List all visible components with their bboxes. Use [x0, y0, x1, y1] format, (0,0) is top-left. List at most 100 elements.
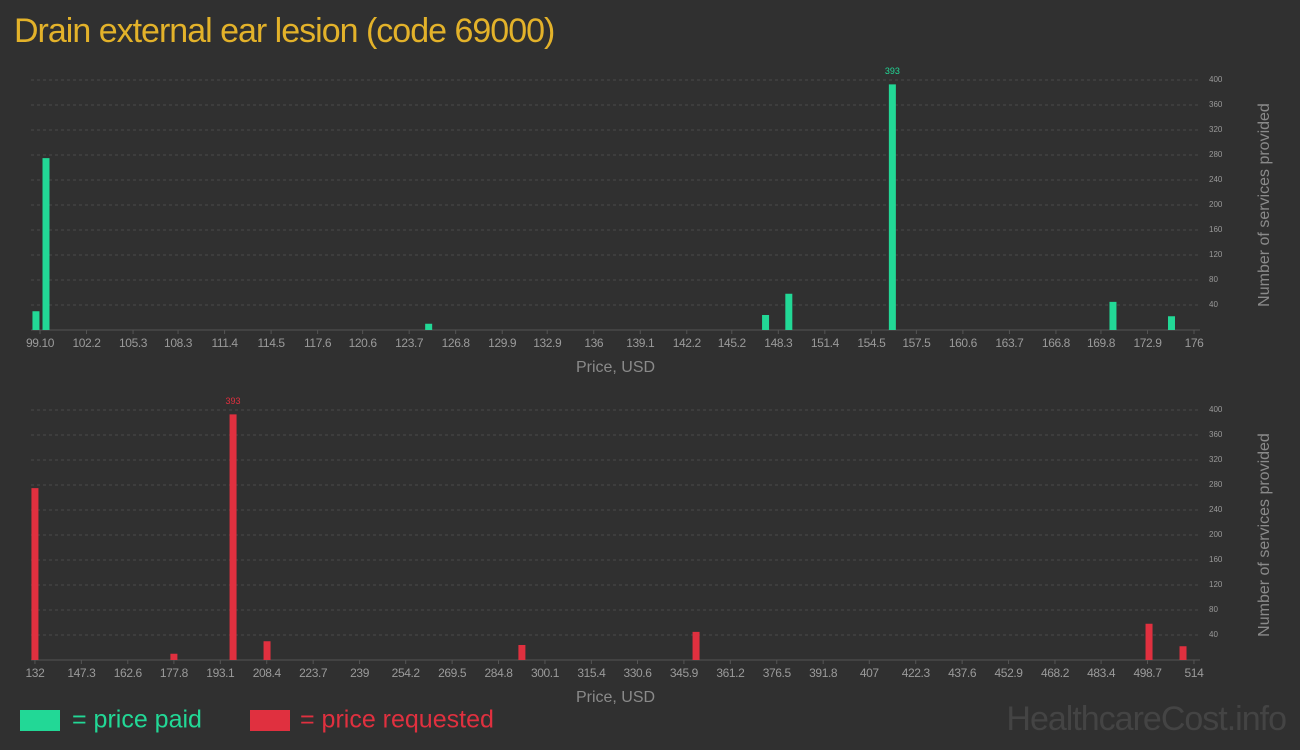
- bar: [518, 645, 526, 660]
- x-tick-label: 330.6: [623, 666, 652, 680]
- x-tick-label: 147.3: [67, 666, 96, 680]
- x-tick-label: 176: [1185, 336, 1205, 350]
- y-tick-label: 40: [1209, 300, 1218, 309]
- bar: [32, 311, 40, 330]
- legend-label: = price paid: [72, 706, 202, 734]
- x-tick-label: 514: [1185, 666, 1205, 680]
- x-tick-label: 126.8: [442, 336, 471, 350]
- y-tick-label: 80: [1209, 605, 1218, 614]
- y-tick-label: 200: [1209, 200, 1223, 209]
- x-tick-label: 483.4: [1087, 666, 1116, 680]
- x-tick-label: 117.6: [304, 336, 332, 350]
- y-tick-label: 240: [1209, 505, 1223, 514]
- bar: [762, 315, 770, 330]
- x-tick-label: 193.1: [206, 666, 235, 680]
- x-tick-label: 177.8: [160, 666, 189, 680]
- value-label: 393: [885, 66, 900, 76]
- bar: [1109, 301, 1117, 330]
- y-tick-label: 40: [1209, 630, 1218, 639]
- legend-swatch: [20, 710, 60, 731]
- x-tick-label: 114.5: [258, 336, 286, 350]
- x-tick-label: 254.2: [392, 666, 421, 680]
- y-tick-label: 280: [1209, 150, 1223, 159]
- bar: [1179, 646, 1187, 660]
- bar: [1145, 623, 1153, 660]
- x-tick-label: 468.2: [1041, 666, 1070, 680]
- x-tick-label: 498.7: [1133, 666, 1162, 680]
- x-tick-label: 437.6: [948, 666, 977, 680]
- chart-title: Drain external ear lesion (code 69000): [14, 12, 554, 50]
- x-tick-label: 422.3: [902, 666, 931, 680]
- bar: [785, 293, 793, 330]
- x-tick-label: 284.8: [485, 666, 514, 680]
- x-tick-label: 169.8: [1087, 336, 1116, 350]
- x-tick-label: 315.4: [577, 666, 606, 680]
- bar: [170, 653, 178, 660]
- x-tick-label: 102.2: [73, 336, 102, 350]
- legend-swatch: [250, 710, 290, 731]
- bar: [42, 158, 50, 330]
- y-tick-label: 360: [1209, 430, 1223, 439]
- x-axis-label: Price, USD: [576, 359, 655, 376]
- x-tick-label: 376.5: [763, 666, 792, 680]
- y-axis-label: Number of services provided: [1256, 433, 1273, 637]
- watermark: HealthcareCost.info: [1006, 700, 1286, 738]
- x-tick-label: 145.2: [718, 336, 747, 350]
- x-tick-label: 300.1: [531, 666, 560, 680]
- x-tick-label: 163.7: [995, 336, 1024, 350]
- x-tick-label: 345.9: [670, 666, 699, 680]
- x-tick-label: 129.9: [488, 336, 517, 350]
- y-tick-label: 360: [1209, 100, 1223, 109]
- bar: [263, 641, 271, 660]
- bar: [888, 84, 896, 330]
- x-tick-label: 136: [584, 336, 604, 350]
- x-tick-label: 132.9: [533, 336, 562, 350]
- y-tick-label: 320: [1209, 455, 1223, 464]
- x-tick-label: 157.5: [902, 336, 931, 350]
- bar: [425, 323, 433, 330]
- x-tick-label: 269.5: [438, 666, 467, 680]
- value-label: 393: [226, 396, 241, 406]
- x-tick-label: 452.9: [995, 666, 1024, 680]
- y-tick-label: 280: [1209, 480, 1223, 489]
- x-tick-label: 139.1: [626, 336, 655, 350]
- y-tick-label: 400: [1209, 75, 1223, 84]
- x-tick-label: 166.8: [1042, 336, 1071, 350]
- x-tick-label: 391.8: [809, 666, 838, 680]
- x-tick-label: 208.4: [253, 666, 282, 680]
- y-axis-label: Number of services provided: [1256, 103, 1273, 307]
- y-tick-label: 320: [1209, 125, 1223, 134]
- x-tick-label: 132: [26, 666, 46, 680]
- x-tick-label: 160.6: [949, 336, 978, 350]
- x-tick-label: 172.9: [1133, 336, 1162, 350]
- x-tick-label: 239: [350, 666, 370, 680]
- x-tick-label: 123.7: [395, 336, 424, 350]
- y-tick-label: 160: [1209, 555, 1223, 564]
- y-tick-label: 120: [1209, 250, 1223, 259]
- x-tick-label: 142.2: [673, 336, 702, 350]
- y-tick-label: 120: [1209, 580, 1223, 589]
- x-tick-label: 120.6: [349, 336, 378, 350]
- x-tick-label: 407: [860, 666, 880, 680]
- x-tick-label: 108.3: [164, 336, 193, 350]
- bar: [31, 488, 39, 660]
- y-tick-label: 200: [1209, 530, 1223, 539]
- y-tick-label: 240: [1209, 175, 1223, 184]
- legend-label: = price requested: [300, 706, 494, 734]
- y-tick-label: 80: [1209, 275, 1218, 284]
- x-tick-label: 162.6: [114, 666, 143, 680]
- x-tick-label: 111.4: [211, 336, 238, 350]
- x-axis-label: Price, USD: [576, 689, 655, 706]
- bar: [229, 414, 237, 660]
- x-tick-label: 148.3: [764, 336, 793, 350]
- x-tick-label: 361.2: [716, 666, 745, 680]
- x-tick-label: 99.10: [26, 336, 55, 350]
- bar: [1167, 316, 1175, 330]
- x-tick-label: 105.3: [119, 336, 148, 350]
- x-tick-label: 223.7: [299, 666, 328, 680]
- x-tick-label: 151.4: [811, 336, 840, 350]
- x-tick-label: 154.5: [857, 336, 886, 350]
- bar: [692, 631, 700, 660]
